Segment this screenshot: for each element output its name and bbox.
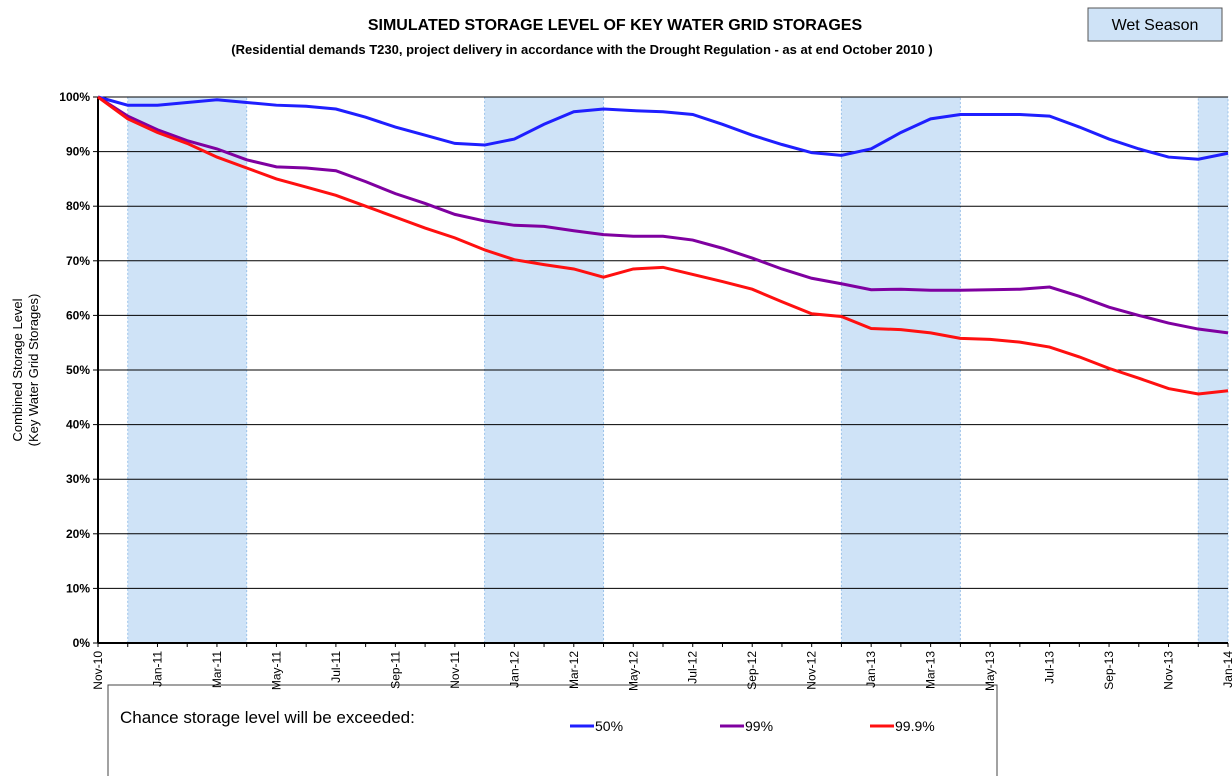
series-line: [97, 95, 1229, 335]
plot-area: 0% 10% 20% 30% 40% 50% 60% 70% 80% 90% 100% Nov-10 J…: [59, 90, 1232, 691]
series-line: [97, 95, 1229, 396]
y-tick-label: 40%: [66, 418, 90, 432]
y-tick-label: 70%: [66, 254, 90, 268]
legend-box: [107, 684, 998, 776]
legend-label: 99%: [745, 718, 773, 734]
y-tick-label: 0%: [73, 636, 91, 650]
y-tick-label: 60%: [66, 308, 90, 322]
x-tick-label: Mar-12: [567, 651, 581, 689]
legend-title: Chance storage level will be exceeded:: [120, 708, 415, 727]
x-tick-label: Nov-13: [1162, 651, 1176, 690]
y-tick-label: 50%: [66, 363, 90, 377]
x-tick-label: Jul-11: [329, 651, 343, 683]
legend-label: 99.9%: [895, 718, 935, 734]
y-axis-label: (Key Water Grid Storages): [26, 294, 41, 447]
x-tick-label: Nov-10: [91, 651, 105, 690]
x-tick-label: Jan-13: [864, 651, 878, 688]
x-tick-label: Nov-11: [448, 651, 462, 689]
y-tick-label: 30%: [66, 472, 90, 486]
x-tick-label: Sep-12: [745, 651, 759, 690]
y-tick-label: 80%: [66, 199, 90, 213]
x-tick-label: May-13: [983, 651, 997, 691]
x-tick-label: Jul-12: [686, 651, 700, 684]
chart-subtitle: (Residential demands T230, project deliv…: [231, 42, 932, 57]
x-tick-label: Jul-13: [1043, 651, 1057, 684]
x-tick-label: Mar-11: [210, 651, 224, 688]
y-tick-label: 90%: [66, 145, 90, 159]
x-tick-label: Jan-12: [507, 651, 521, 688]
series-line: [97, 95, 1229, 161]
shade-label: Wet Season: [1112, 17, 1199, 34]
x-tick-label: Nov-12: [805, 651, 819, 690]
legend-label: 50%: [595, 718, 623, 734]
shade-label-box: [1087, 7, 1223, 42]
y-tick-label: 10%: [66, 581, 90, 595]
x-tick-label: Jan-11: [150, 651, 164, 687]
y-axis-label: Combined Storage Level: [10, 298, 25, 441]
x-tick-label: Sep-13: [1102, 651, 1116, 690]
x-tick-label: Sep-11: [388, 651, 402, 689]
x-tick-label: May-12: [626, 651, 640, 691]
y-tick-label: 20%: [66, 527, 90, 541]
y-tick-label: 100%: [59, 90, 90, 104]
x-tick-label: Mar-13: [924, 651, 938, 689]
x-tick-label: May-11: [269, 651, 283, 690]
chart-title: SIMULATED STORAGE LEVEL OF KEY WATER GRI…: [368, 17, 863, 34]
x-tick-label: Jan-14: [1221, 651, 1232, 688]
